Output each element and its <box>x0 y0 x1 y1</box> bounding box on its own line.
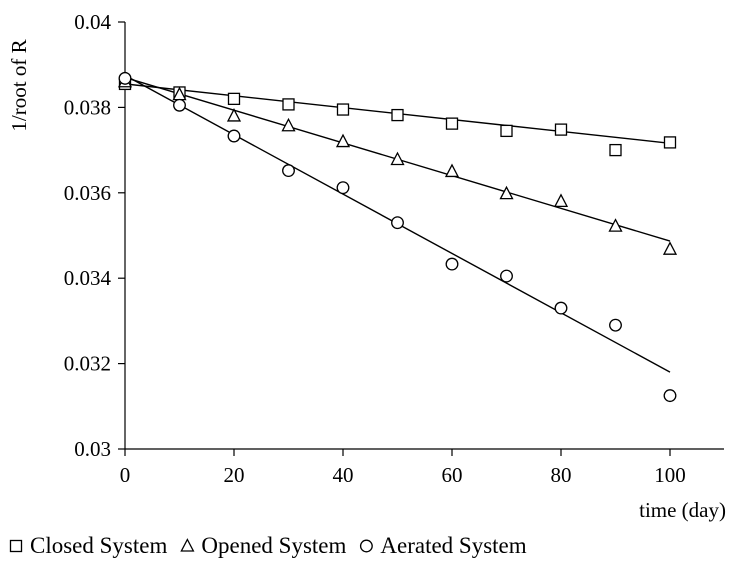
aerated-system-point <box>609 318 622 332</box>
y-axis-title: 1/root of R <box>7 39 31 131</box>
x-tick-label: 60 <box>442 463 463 487</box>
aerated-system-point <box>663 389 677 403</box>
closed-system-legend-label: Closed System <box>30 533 167 558</box>
opened-system-point <box>553 193 569 207</box>
closed-system-point <box>227 92 241 106</box>
closed-system-point <box>554 123 568 136</box>
opened-system-point <box>499 185 514 200</box>
x-tick-label: 100 <box>654 463 686 487</box>
data-points <box>117 71 678 403</box>
closed-system-legend-marker <box>9 539 23 553</box>
x-axis-title: time (day) <box>639 498 726 522</box>
opened-system-point <box>226 108 242 122</box>
closed-system-point <box>445 117 459 130</box>
y-tick-label: 0.03 <box>74 437 111 461</box>
x-tick-label: 80 <box>551 463 572 487</box>
x-tick-label: 20 <box>224 463 245 487</box>
aerated-system-point <box>500 269 513 283</box>
closed-system-point <box>391 108 404 122</box>
axes <box>124 22 724 450</box>
aerated-system-point <box>336 181 350 195</box>
aerated-system-point <box>554 301 568 315</box>
y-tick-label: 0.032 <box>64 352 111 376</box>
opened-system-legend-marker <box>180 538 195 552</box>
x-tick-label: 0 <box>120 463 131 487</box>
y-tick-label: 0.034 <box>64 266 112 290</box>
ticks: 0.03 0.032 0.034 0.036 0.038 0.04 0 20 40 60 80 100 <box>64 10 686 487</box>
aerated-system-point <box>445 257 459 271</box>
closed-system-point <box>500 124 513 138</box>
aerated-system-point <box>118 71 132 85</box>
closed-system-point <box>663 136 677 149</box>
opened-system-point <box>390 151 405 166</box>
closed-system-point <box>282 98 295 111</box>
aerated-system-legend-label: Aerated System <box>380 533 526 558</box>
aerated-system-point <box>173 98 186 112</box>
opened-system-point <box>444 163 460 178</box>
aerated-system-point <box>282 164 295 178</box>
y-tick-label: 0.036 <box>64 181 111 205</box>
aerated-system-point <box>391 216 404 230</box>
legend: Closed System Opened System Aerated System <box>9 533 527 558</box>
opened-system-point <box>335 133 351 148</box>
aerated-system-point <box>227 129 241 143</box>
aerated-system-legend-marker <box>359 539 373 553</box>
y-tick-label: 0.038 <box>64 95 111 119</box>
opened-system-legend-label: Opened System <box>201 533 346 558</box>
closed-system-point <box>336 103 350 116</box>
y-tick-label: 0.04 <box>74 10 111 34</box>
x-tick-label: 40 <box>333 463 354 487</box>
opened-system-point <box>281 117 296 132</box>
closed-system-point <box>609 143 622 157</box>
opened-system-point <box>662 241 678 255</box>
opened-system-point <box>608 218 623 232</box>
